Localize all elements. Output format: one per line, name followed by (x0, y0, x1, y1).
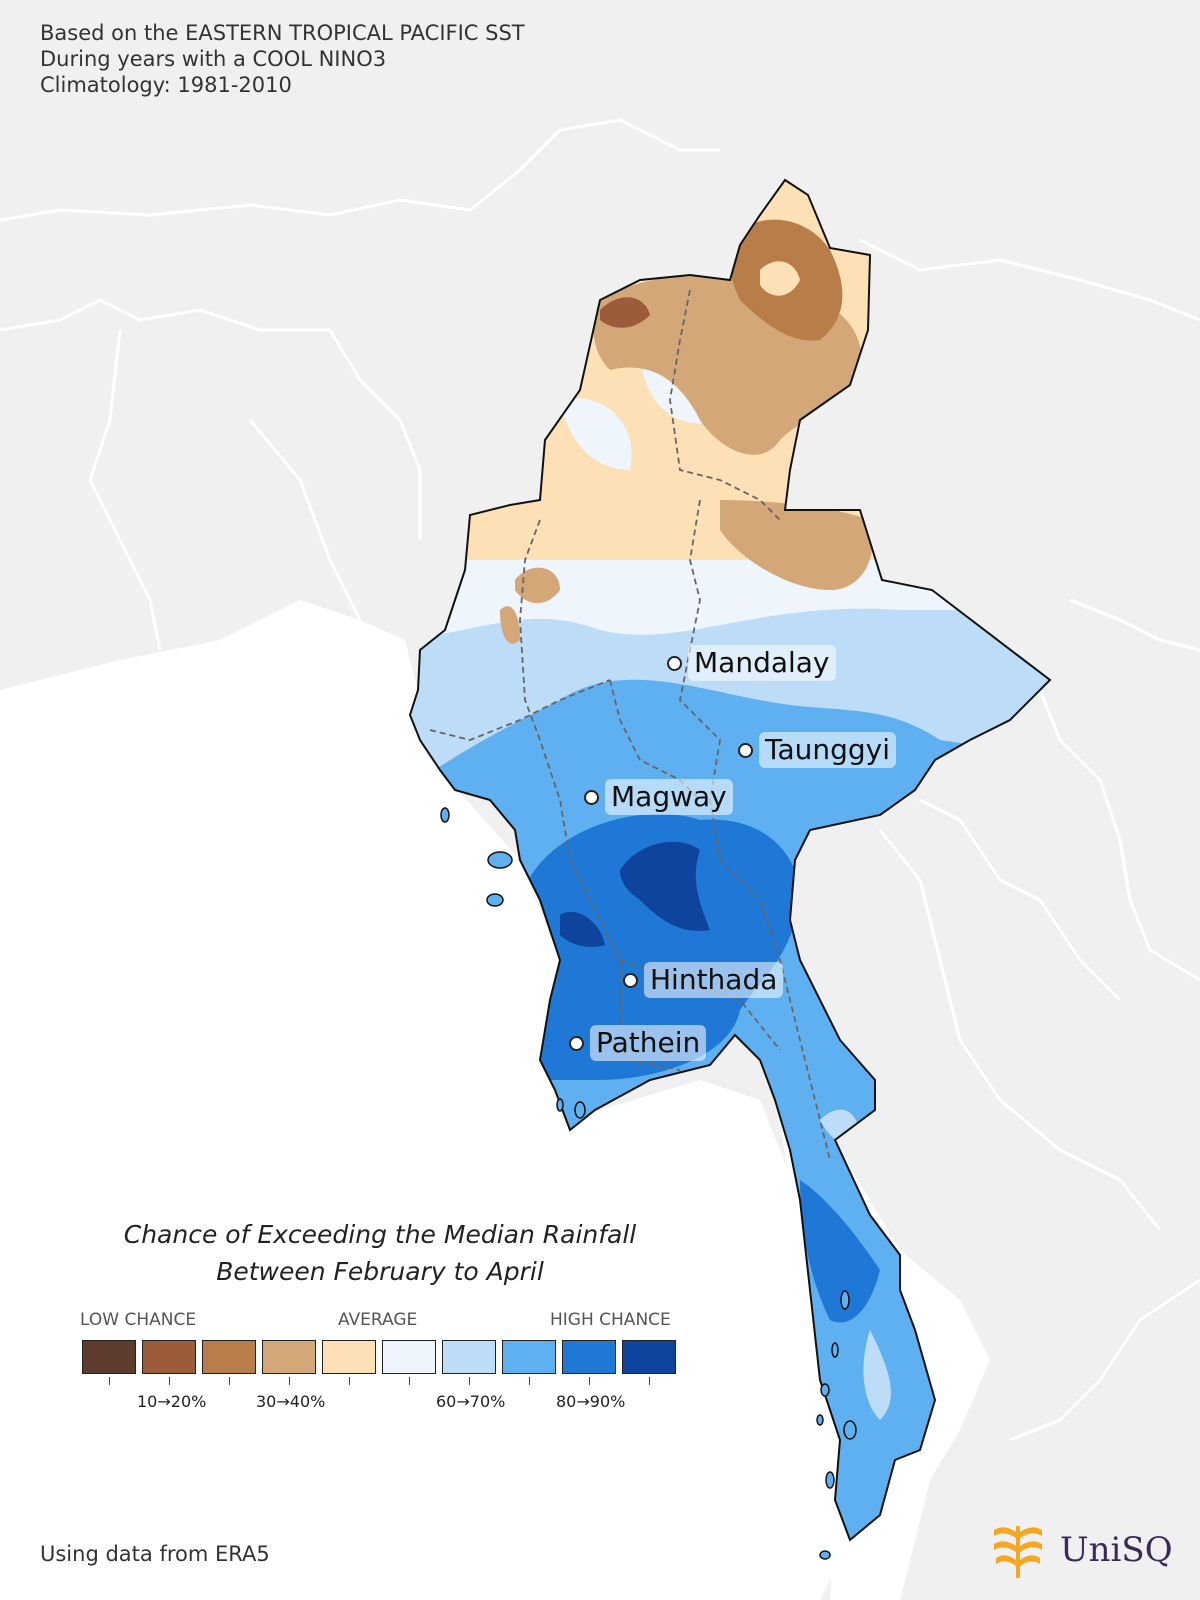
city-label: Hinthada (644, 962, 784, 998)
legend-tick (409, 1377, 410, 1385)
legend-average-label: AVERAGE (338, 1310, 418, 1330)
city-dot-icon (623, 972, 638, 988)
legend-high-label: HIGH CHANCE (550, 1310, 671, 1330)
climatology-line: Climatology: 1981-2010 (40, 73, 292, 97)
legend-swatch-3 (202, 1340, 256, 1374)
city-label: Pathein (590, 1025, 707, 1061)
legend-tick (529, 1377, 530, 1385)
city-marker-hinthada: Hinthada (623, 962, 784, 998)
city-dot-icon (667, 655, 682, 671)
city-label: Mandalay (688, 645, 836, 681)
legend-swatch-7 (442, 1340, 496, 1374)
legend-swatch-1 (82, 1340, 136, 1374)
legend-swatch-8 (502, 1340, 556, 1374)
legend-swatch-4 (262, 1340, 316, 1374)
legend-tick-label: 10→20% (137, 1392, 207, 1411)
islands (440, 807, 857, 1560)
subtitle-line-2: During years with a COOL NINO3 (40, 47, 387, 71)
legend-colorbar (82, 1340, 682, 1374)
legend-tick-label: 80→90% (556, 1392, 626, 1411)
city-label: Magway (605, 779, 733, 815)
city-label: Taunggyi (759, 732, 897, 768)
city-marker-pathein: Pathein (569, 1025, 707, 1061)
city-dot-icon (584, 789, 599, 805)
unisq-emblem-icon (994, 1526, 1042, 1578)
legend-swatch-6 (382, 1340, 436, 1374)
legend-tick (649, 1377, 650, 1385)
city-dot-icon (569, 1035, 584, 1051)
legend-swatch-2 (142, 1340, 196, 1374)
legend-swatch-10 (622, 1340, 676, 1374)
myanmar-outline (408, 178, 1052, 1542)
legend-tick-label: 60→70% (436, 1392, 506, 1411)
legend-title-line-2: Between February to April (216, 1257, 544, 1286)
city-marker-magway: Magway (584, 779, 733, 815)
logo-wordmark: UniSQ (1060, 1530, 1173, 1570)
legend-tick (109, 1377, 110, 1385)
city-marker-mandalay: Mandalay (667, 645, 836, 681)
country-borders (0, 118, 1200, 1442)
legend-tick-label: 30→40% (256, 1392, 326, 1411)
legend-tick (229, 1377, 230, 1385)
legend-tick (169, 1377, 170, 1385)
legend-tick (469, 1377, 470, 1385)
legend-swatch-9 (562, 1340, 616, 1374)
legend-title-line-1: Chance of Exceeding the Median Rainfall (123, 1220, 637, 1249)
legend-swatch-5 (322, 1340, 376, 1374)
unisq-logo: UniSQ (990, 1520, 1173, 1580)
subtitle-line-1: Based on the EASTERN TROPICAL PACIFIC SS… (40, 21, 525, 45)
legend-tick (289, 1377, 290, 1385)
city-dot-icon (738, 742, 753, 758)
legend-tick (349, 1377, 350, 1385)
data-source-note: Using data from ERA5 (40, 1542, 270, 1566)
city-marker-taunggyi: Taunggyi (738, 732, 897, 768)
legend-tick (589, 1377, 590, 1385)
legend-low-label: LOW CHANCE (80, 1310, 197, 1330)
